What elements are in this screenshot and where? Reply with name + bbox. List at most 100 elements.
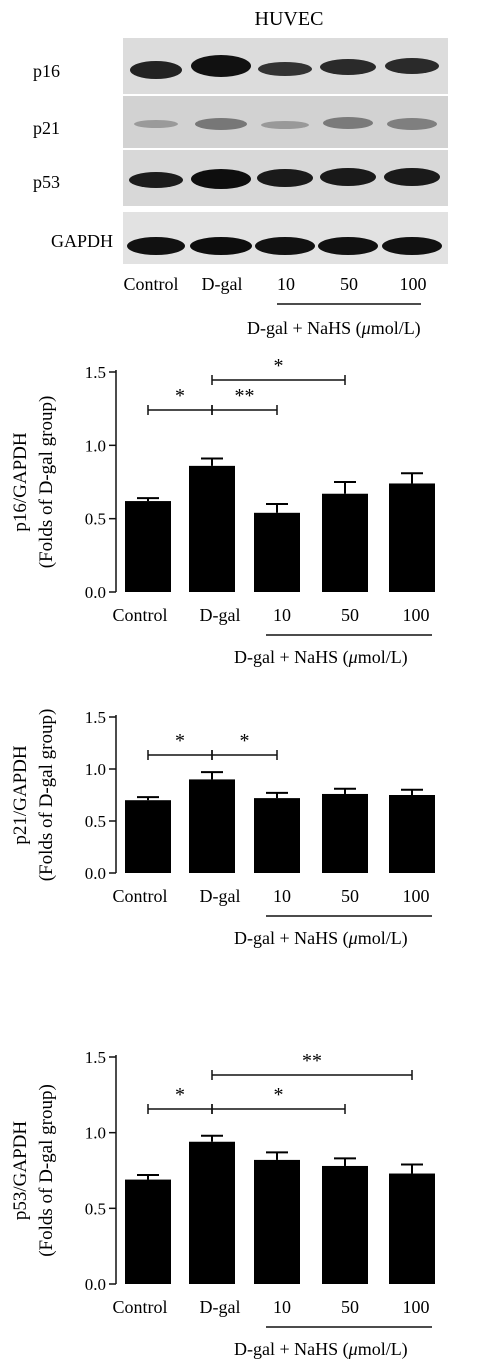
- significance-label: *: [240, 730, 250, 752]
- group-label-prefix: D-gal + NaHS (: [234, 928, 349, 949]
- group-label: D-gal + NaHS (μmol/L): [234, 1339, 408, 1360]
- x-category-label: D-gal: [200, 886, 241, 906]
- y-tick-label: 0.0: [85, 864, 106, 883]
- bar-d-gal: [189, 465, 235, 592]
- significance-label: *: [175, 1084, 185, 1106]
- significance-label: *: [274, 1084, 284, 1106]
- band-p53-dgal: [191, 169, 251, 189]
- significance-label: *: [274, 355, 284, 377]
- x-category-label: 100: [403, 886, 430, 906]
- x-category-label: 50: [341, 886, 359, 906]
- y-tick-label: 1.5: [85, 1048, 106, 1067]
- bar-control: [125, 501, 171, 592]
- group-label: D-gal + NaHS (μmol/L): [234, 647, 408, 668]
- group-label-mu: μ: [348, 647, 358, 667]
- x-category-label: D-gal: [200, 1297, 241, 1317]
- x-category-label: 10: [273, 1297, 291, 1317]
- band-p16-50: [320, 59, 376, 75]
- band-p16-dgal: [191, 55, 251, 77]
- band-gapdh-10: [255, 237, 315, 255]
- bar-10: [254, 1159, 300, 1284]
- significance-label: **: [302, 1050, 322, 1072]
- bar-10: [254, 512, 300, 592]
- y-axis-label-line2: (Folds of D-gal group): [36, 396, 57, 569]
- protein-label-gapdh: GAPDH: [51, 231, 113, 251]
- y-tick-label: 1.5: [85, 708, 106, 727]
- y-tick-label: 0.0: [85, 1275, 106, 1294]
- y-tick-label: 0.5: [85, 812, 106, 831]
- lane-label-50: 50: [340, 274, 358, 294]
- band-p16-10: [258, 62, 312, 76]
- band-p21-control: [134, 120, 178, 128]
- group-label-suffix: mol/L): [358, 647, 408, 668]
- bar-100: [389, 483, 435, 592]
- lane-label-control: Control: [123, 274, 178, 294]
- x-category-label: 100: [403, 1297, 430, 1317]
- bar-d-gal: [189, 1141, 235, 1284]
- protein-label-p21: p21: [33, 118, 60, 138]
- y-tick-label: 1.0: [85, 1124, 106, 1143]
- bar-50: [322, 493, 368, 592]
- band-p53-10: [257, 169, 313, 187]
- band-p21-dgal: [195, 118, 247, 130]
- band-gapdh-dgal: [190, 237, 252, 255]
- band-p16-100: [385, 58, 439, 74]
- group-label-suffix: mol/L): [358, 1339, 408, 1360]
- y-tick-label: 1.0: [85, 760, 106, 779]
- y-tick-label: 1.5: [85, 363, 106, 382]
- x-category-label: Control: [112, 605, 167, 625]
- y-tick-label: 0.5: [85, 1199, 106, 1218]
- bar-100: [389, 795, 435, 873]
- x-category-label: D-gal: [200, 605, 241, 625]
- y-axis-label-line1: p21/GAPDH: [10, 745, 31, 845]
- x-category-label: Control: [112, 1297, 167, 1317]
- x-category-label: 10: [273, 886, 291, 906]
- x-category-label: 10: [273, 605, 291, 625]
- significance-label: *: [175, 730, 185, 752]
- y-axis-label-line1: p16/GAPDH: [10, 432, 31, 532]
- blot-group-label: D-gal + NaHS (μmol/L): [247, 318, 421, 339]
- band-p53-50: [320, 168, 376, 186]
- lane-label-10: 10: [277, 274, 295, 294]
- band-p21-50: [323, 117, 373, 129]
- bar-chart-2: 0.0 0.5 1.0 1.5 p21/GAPDH (Folds of D-gal gro…: [10, 708, 435, 949]
- group-label-prefix: D-gal + NaHS (: [234, 1339, 349, 1360]
- band-p21-10: [261, 121, 309, 129]
- y-axis-label-line2: (Folds of D-gal group): [36, 709, 57, 882]
- bar-50: [322, 793, 368, 873]
- x-category-label: 50: [341, 605, 359, 625]
- bar-d-gal: [189, 779, 235, 873]
- western-blot-panel: HUVEC p16 p21 p53 GAPDH: [33, 8, 448, 339]
- band-p16-control: [130, 61, 182, 79]
- protein-label-p16: p16: [33, 61, 60, 81]
- y-axis-label-line1: p53/GAPDH: [10, 1121, 31, 1221]
- y-axis-label-line2: (Folds of D-gal group): [36, 1084, 57, 1257]
- band-p53-control: [129, 172, 183, 188]
- group-label-suffix: mol/L): [358, 928, 408, 949]
- blot-title: HUVEC: [255, 8, 324, 30]
- x-category-label: Control: [112, 886, 167, 906]
- bar-chart-1: 0.0 0.5 1.0 1.5 p16/GAPDH (Folds of D-gal gro…: [10, 355, 435, 668]
- band-gapdh-50: [318, 237, 378, 255]
- bar-100: [389, 1173, 435, 1284]
- lane-label-100: 100: [400, 274, 427, 294]
- bar-control: [125, 1179, 171, 1284]
- group-label-mu: μ: [348, 1339, 358, 1359]
- protein-label-p53: p53: [33, 172, 60, 192]
- y-tick-label: 0.5: [85, 510, 106, 529]
- y-tick-label: 1.0: [85, 436, 106, 455]
- group-label: D-gal + NaHS (μmol/L): [234, 928, 408, 949]
- bar-10: [254, 798, 300, 873]
- band-p21-100: [387, 118, 437, 130]
- x-category-label: 50: [341, 1297, 359, 1317]
- group-label-mu: μ: [348, 928, 358, 948]
- band-gapdh-control: [127, 237, 185, 255]
- bar-50: [322, 1165, 368, 1284]
- lane-label-dgal: D-gal: [202, 274, 243, 294]
- significance-label: **: [235, 385, 255, 407]
- bar-control: [125, 800, 171, 873]
- significance-label: *: [175, 385, 185, 407]
- band-gapdh-100: [382, 237, 442, 255]
